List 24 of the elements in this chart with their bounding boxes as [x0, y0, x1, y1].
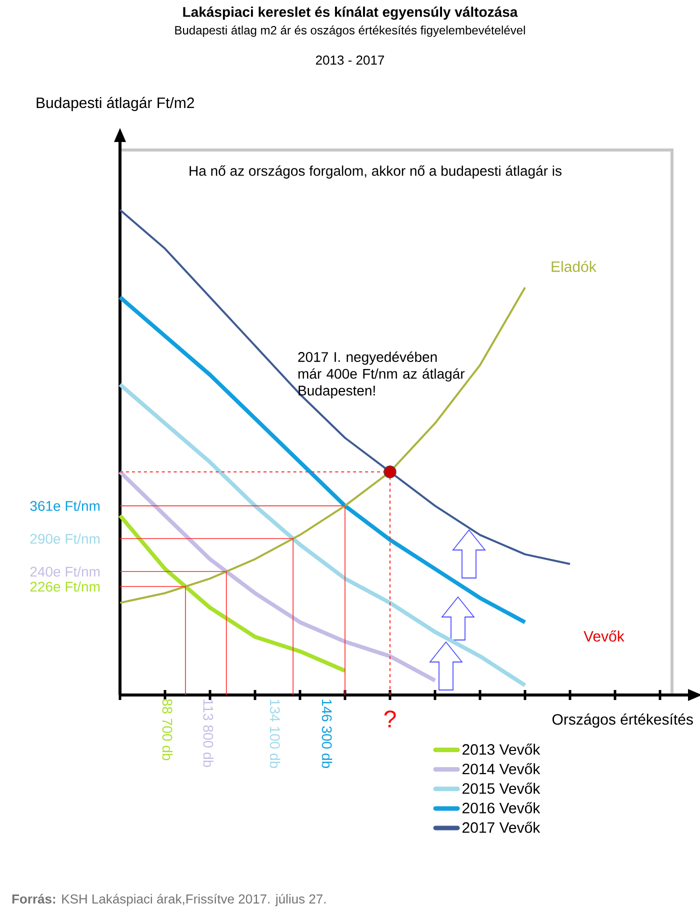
legend-label: 2013 Vevők — [462, 744, 540, 755]
annotation: Vevők — [584, 630, 624, 642]
text: 2013 - 2017 — [316, 56, 384, 65]
text: 226e Ft/nm — [30, 581, 100, 592]
legend-label: 2015 Vevők — [462, 782, 540, 794]
text: ? — [384, 710, 396, 728]
text: Eladók — [552, 260, 596, 272]
text: Forrás: KSH Lakáspiaci árak,Frissítve 2017. július 27. — [12, 894, 326, 906]
text: 290e Ft/nm — [30, 534, 100, 544]
text: 361e Ft/nm — [30, 500, 100, 511]
text: 113 800 db — [203, 700, 214, 767]
text: Budapesti átlagár Ft/m2 — [36, 96, 194, 112]
legend-label: 2017 Vevők — [462, 822, 540, 833]
text: 88 700 db — [162, 699, 173, 760]
x-axis-title: Országos értékesítés — [552, 714, 693, 728]
text: 146 300 db — [322, 700, 332, 768]
text: 134 100 db — [270, 700, 280, 768]
legend-label: 2014 Vevők — [462, 763, 540, 774]
chart-title: Lakáspiaci kereslet és kínálat egyensúly változása — [183, 6, 518, 20]
chart-subtitle: Budapesti átlag m2 ár és oszágos értékesítés figyelembevételével — [175, 26, 525, 37]
annotation: 2017 I. negyedévében már 400e Ft/nm az átlagár Budapesten! — [298, 352, 465, 398]
text: Ha nő az országos forgalom, akkor nő a budapesti átlagár is — [190, 165, 562, 179]
legend-label: 2016 Vevők — [462, 802, 540, 814]
text: 240e Ft/nm — [30, 566, 100, 577]
